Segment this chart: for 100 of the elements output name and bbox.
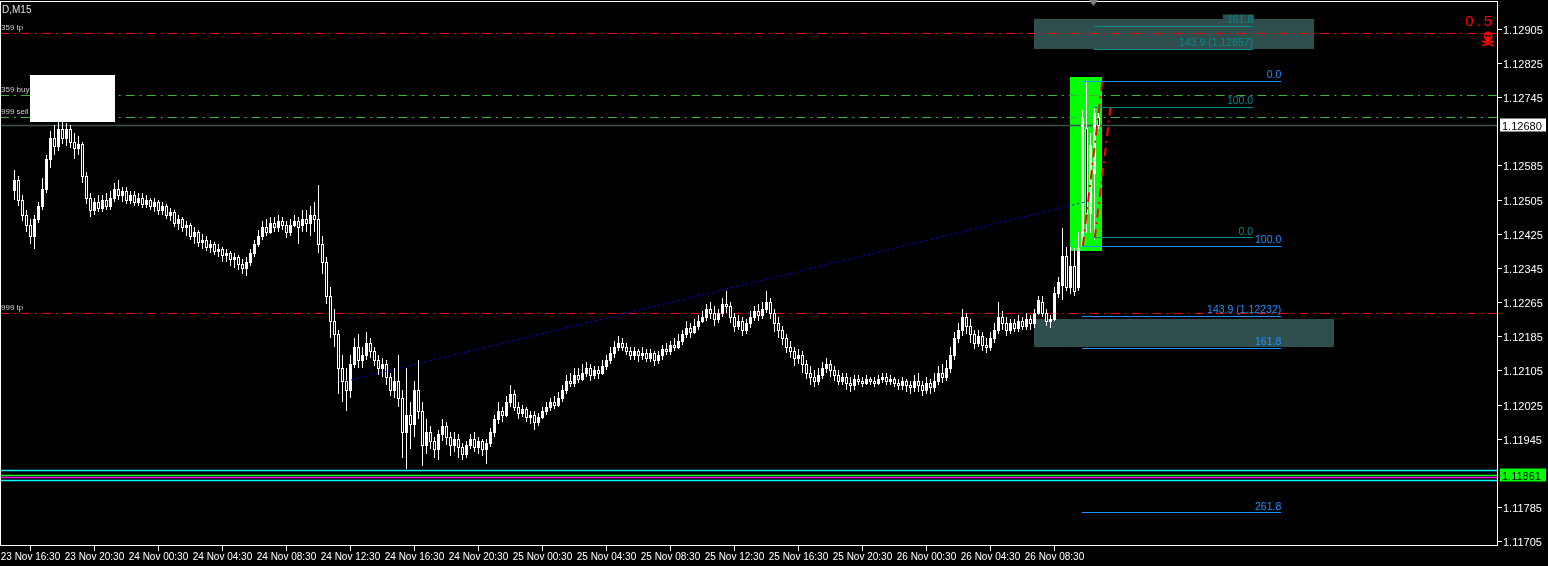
series-label: 0.0: [1266, 68, 1282, 81]
candlestick: [377, 354, 380, 376]
candlestick: [989, 331, 992, 352]
candlestick: [29, 218, 32, 245]
x-tick-label: 25 Nov 20:30: [832, 551, 893, 562]
x-tick-label: 25 Nov 08:30: [640, 551, 701, 562]
x-tick-label: 26 Nov 08:30: [1024, 551, 1085, 562]
candlestick: [1001, 310, 1004, 331]
candlestick: [53, 124, 56, 156]
x-tick-label: 25 Nov 12:30: [704, 551, 765, 562]
candlestick: [113, 182, 116, 203]
ref-line-label: 359 buy: [1, 84, 30, 94]
candlestick: [61, 120, 64, 145]
candlestick: [381, 357, 384, 378]
x-tick-label: 24 Nov 20:30: [448, 551, 509, 562]
candlestick: [13, 169, 16, 201]
y-tick-label: 1.12505: [1503, 194, 1543, 207]
candlestick: [373, 346, 376, 367]
candlestick: [57, 120, 60, 152]
candlestick: [997, 301, 1000, 335]
candlestick: [961, 308, 964, 337]
candlestick: [457, 433, 460, 459]
candlestick: [69, 124, 72, 149]
candlestick: [369, 337, 372, 359]
x-tick-label: 23 Nov 16:30: [0, 551, 61, 562]
x-tick-label: 25 Nov 04:30: [576, 551, 637, 562]
y-tick-label: 1.11945: [1503, 433, 1542, 446]
candlestick: [741, 316, 744, 337]
ref-line-label: 999 tp: [1, 302, 24, 312]
candlestick: [713, 305, 716, 327]
candlestick: [933, 372, 936, 393]
candlestick: [533, 410, 536, 431]
series-label: 0.0: [1238, 224, 1254, 237]
candlestick: [573, 367, 576, 388]
candlestick: [805, 359, 808, 380]
candlestick: [65, 122, 68, 147]
y-tick-label: 1.12745: [1503, 91, 1543, 104]
ref-line-label: 1.12680: [1502, 119, 1542, 132]
candlestick: [301, 209, 304, 233]
candlestick: [1041, 295, 1044, 318]
candlestick: [445, 421, 448, 446]
series-label: 161.8: [1226, 13, 1254, 26]
y-tick-label: 1.12825: [1503, 57, 1543, 70]
candlestick: [781, 325, 784, 346]
x-tick-label: 25 Nov 00:30: [512, 551, 573, 562]
candlestick: [809, 365, 812, 386]
candlestick: [513, 389, 516, 412]
candlestick: [785, 333, 788, 354]
candlestick: [965, 312, 968, 335]
candlestick: [365, 331, 368, 361]
ref-line-label: 999 sell: [1, 106, 29, 116]
candlestick: [969, 318, 972, 344]
y-tick-label: 1.12185: [1503, 330, 1543, 343]
candlestick: [453, 431, 456, 453]
annotation: 0.5: [1465, 12, 1495, 29]
candlestick: [309, 205, 312, 237]
x-tick-label: 24 Nov 00:30: [128, 551, 189, 562]
candlestick: [297, 216, 300, 245]
candlestick: [945, 359, 948, 382]
series-label: 143.9 (1.12857): [1179, 36, 1254, 49]
candlestick: [305, 209, 308, 233]
candlestick: [433, 436, 436, 459]
candlestick: [981, 331, 984, 352]
y-tick-label: 1.12025: [1503, 399, 1543, 412]
candlestick: [725, 290, 728, 314]
candlestick: [937, 365, 940, 386]
candlestick: [357, 333, 360, 369]
candlestick: [729, 301, 732, 324]
candlestick: [801, 350, 804, 374]
ref-line-label: 359 tp: [1, 22, 24, 32]
y-tick-label: 1.12345: [1503, 262, 1543, 275]
candlestick: [917, 372, 920, 393]
candlestick: [777, 316, 780, 339]
candlestick: [109, 190, 112, 211]
x-tick-label: 24 Nov 16:30: [384, 551, 445, 562]
series-label: 100.0: [1254, 233, 1282, 246]
x-tick-label: 24 Nov 08:30: [256, 551, 317, 562]
y-tick-label: 1.12425: [1503, 228, 1543, 241]
candlestick: [973, 329, 976, 350]
x-tick-label: 24 Nov 12:30: [320, 551, 381, 562]
candlestick: [1005, 316, 1008, 337]
candlestick: [505, 395, 508, 418]
series-label: 100.0: [1226, 94, 1254, 107]
candlestick: [405, 367, 408, 470]
y-tick-label: 1.12265: [1503, 296, 1543, 309]
candlestick: [245, 256, 248, 277]
y-tick-label: 1.12105: [1503, 364, 1543, 377]
y-tick-label: 1.11785: [1503, 501, 1542, 514]
candlestick: [765, 290, 768, 314]
candlestick: [473, 431, 476, 453]
candlestick: [1069, 246, 1072, 295]
x-tick-label: 23 Nov 20:30: [64, 551, 125, 562]
ref-line-label: 1.11861: [1502, 469, 1541, 482]
candlestick: [393, 367, 396, 399]
y-tick-label: 1.12905: [1503, 23, 1543, 36]
chart-title: D,M15: [2, 4, 32, 15]
candlestick: [345, 367, 348, 412]
candlestick: [73, 132, 76, 160]
candlestick: [769, 297, 772, 320]
x-tick-label: 25 Nov 16:30: [768, 551, 829, 562]
